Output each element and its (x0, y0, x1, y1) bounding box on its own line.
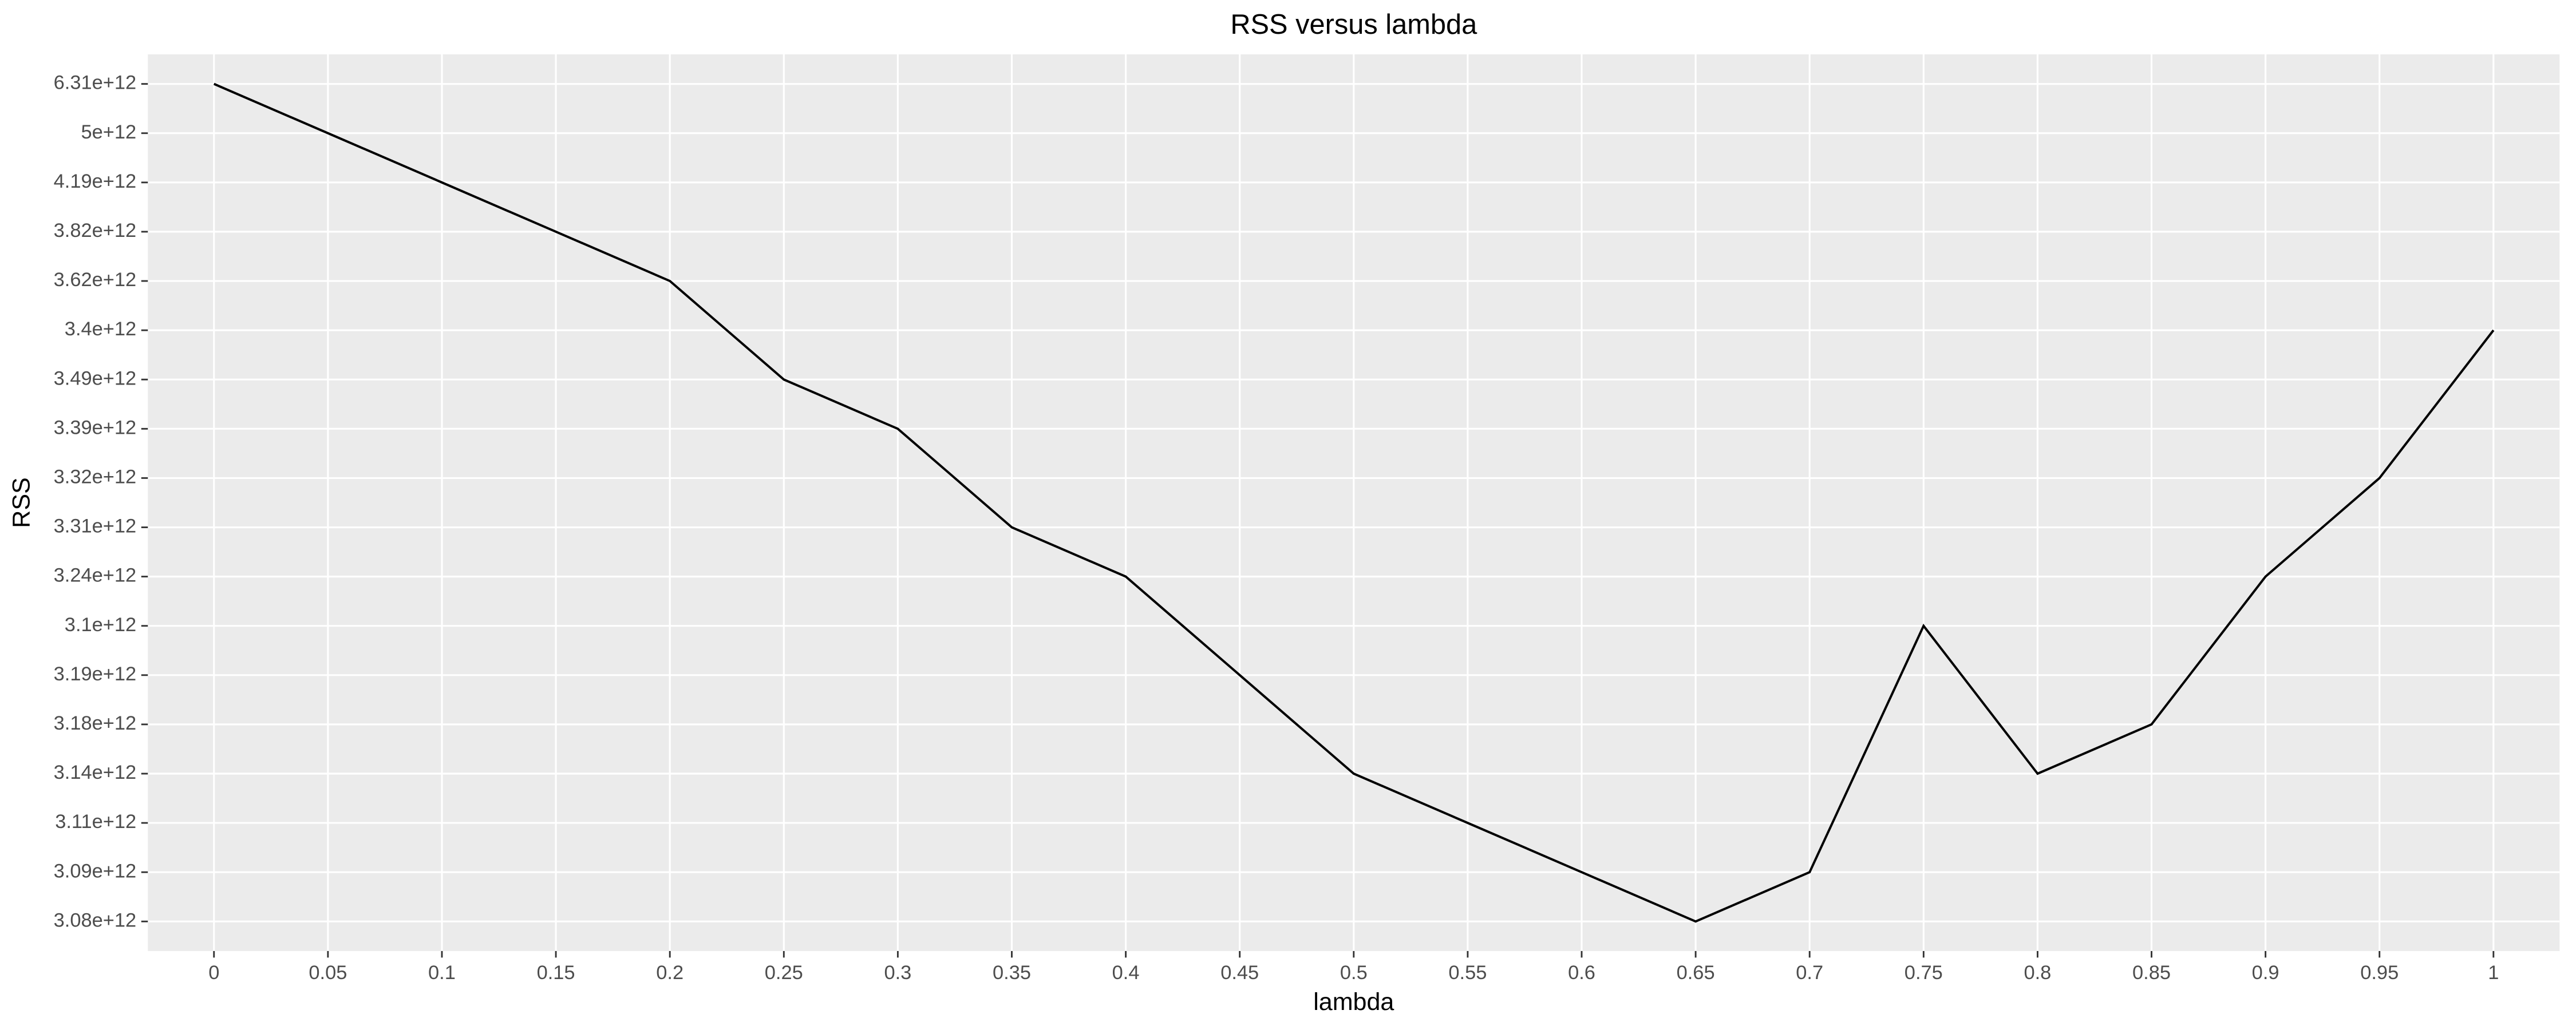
x-tick-label: 0.65 (1677, 962, 1715, 984)
y-tick-label: 3.11e+12 (55, 811, 136, 833)
y-tick-label: 3.18e+12 (54, 712, 137, 734)
x-tick-label: 0.2 (656, 962, 683, 984)
x-tick-label: 0 (208, 962, 219, 984)
x-tick-label: 0.85 (2132, 962, 2171, 984)
x-tick-label: 0.15 (537, 962, 575, 984)
x-tick-label: 0.05 (309, 962, 347, 984)
y-tick-label: 3.82e+12 (54, 220, 137, 241)
y-tick-label: 6.31e+12 (54, 72, 137, 94)
y-tick-label: 3.09e+12 (54, 860, 137, 882)
y-tick-label: 5e+12 (81, 121, 137, 143)
y-tick-label: 3.31e+12 (54, 516, 137, 537)
y-tick-label: 3.62e+12 (54, 269, 137, 291)
y-tick-label: 4.19e+12 (54, 171, 137, 192)
x-tick-label: 0.35 (993, 962, 1031, 984)
y-tick-label: 3.4e+12 (65, 318, 136, 340)
y-tick-label: 3.08e+12 (54, 909, 137, 931)
x-tick-label: 1 (2488, 962, 2499, 984)
x-axis-label: lambda (1313, 988, 1394, 1016)
x-tick-label: 0.45 (1220, 962, 1259, 984)
y-tick-label: 3.39e+12 (54, 417, 137, 438)
y-tick-label: 3.49e+12 (54, 367, 137, 389)
x-tick-label: 0.6 (1568, 962, 1595, 984)
x-tick-label: 0.95 (2360, 962, 2399, 984)
y-tick-label: 3.24e+12 (54, 565, 137, 587)
line (213, 82, 2495, 923)
y-tick-label: 3.14e+12 (54, 762, 137, 783)
x-tick-label: 0.7 (1796, 962, 1823, 984)
chart-title: RSS versus lambda (1230, 9, 1477, 40)
x-tick-label: 0.8 (2024, 962, 2051, 984)
x-tick-label: 0.5 (1340, 962, 1368, 984)
y-tick-label: 3.19e+12 (54, 663, 137, 685)
x-tick-label: 0.4 (1112, 962, 1140, 984)
y-tick-label: 3.32e+12 (54, 466, 137, 488)
x-tick-label: 0.25 (765, 962, 803, 984)
y-axis-label: RSS (8, 477, 35, 528)
x-tick-label: 0.55 (1448, 962, 1487, 984)
y-tick-label: 3.1e+12 (65, 614, 136, 636)
x-tick-label: 0.9 (2252, 962, 2279, 984)
x-tick-label: 0.1 (428, 962, 456, 984)
x-tick-label: 0.75 (1905, 962, 1943, 984)
x-tick-label: 0.3 (884, 962, 911, 984)
